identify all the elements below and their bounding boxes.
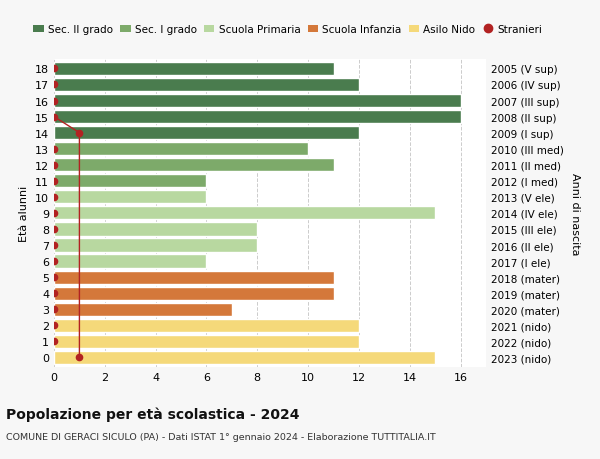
Bar [54,63,334,76]
Bar [54,319,359,332]
Y-axis label: Età alunni: Età alunni [19,185,29,241]
Bar [54,335,359,348]
Bar [54,287,334,300]
Bar [54,159,334,172]
Bar [54,191,206,204]
Text: COMUNE DI GERACI SICULO (PA) - Dati ISTAT 1° gennaio 2024 - Elaborazione TUTTITA: COMUNE DI GERACI SICULO (PA) - Dati ISTA… [6,432,436,442]
Bar [54,207,435,220]
Legend: Sec. II grado, Sec. I grado, Scuola Primaria, Scuola Infanzia, Asilo Nido, Stran: Sec. II grado, Sec. I grado, Scuola Prim… [33,25,542,35]
Bar [54,127,359,140]
Bar [54,255,206,268]
Bar [54,271,334,284]
Bar [54,143,308,156]
Y-axis label: Anni di nascita: Anni di nascita [571,172,580,255]
Bar [54,303,232,316]
Bar [54,79,359,92]
Bar [54,175,206,188]
Bar [54,239,257,252]
Bar [54,95,461,108]
Bar [54,111,461,124]
Bar [54,351,435,364]
Text: Popolazione per età scolastica - 2024: Popolazione per età scolastica - 2024 [6,406,299,421]
Bar [54,223,257,236]
